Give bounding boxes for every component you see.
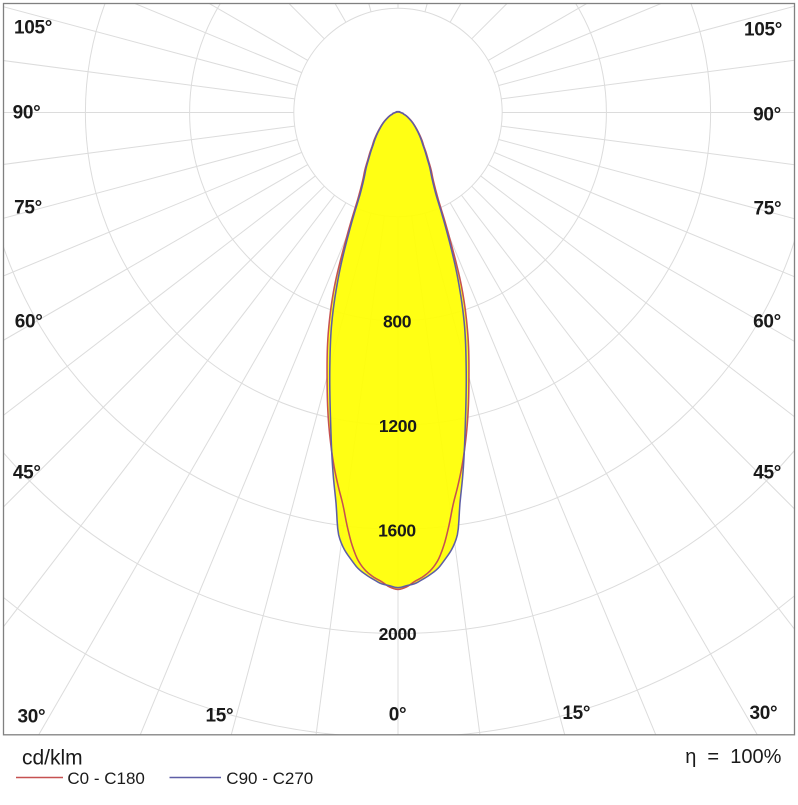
- svg-text:90°: 90°: [753, 105, 781, 126]
- svg-text:cd/klm: cd/klm: [22, 747, 83, 770]
- svg-text:75°: 75°: [753, 199, 781, 220]
- svg-text:30°: 30°: [17, 706, 45, 727]
- svg-text:15°: 15°: [205, 706, 233, 727]
- svg-text:1200: 1200: [379, 416, 417, 436]
- svg-text:30°: 30°: [749, 703, 777, 724]
- svg-text:75°: 75°: [14, 198, 42, 219]
- svg-text:800: 800: [383, 312, 412, 332]
- svg-text:45°: 45°: [753, 463, 781, 484]
- svg-text:C90 - C270: C90 - C270: [226, 769, 313, 788]
- svg-text:60°: 60°: [15, 312, 43, 333]
- svg-text:C0 - C180: C0 - C180: [67, 769, 144, 788]
- svg-text:60°: 60°: [753, 312, 781, 333]
- svg-text:15°: 15°: [562, 703, 590, 724]
- svg-text:45°: 45°: [13, 462, 41, 483]
- svg-text:0°: 0°: [389, 705, 407, 726]
- svg-text:105°: 105°: [744, 20, 782, 41]
- svg-text:90°: 90°: [13, 103, 41, 124]
- svg-text:2000: 2000: [379, 624, 417, 644]
- svg-text:η = 100%: η = 100%: [685, 746, 781, 768]
- svg-text:1600: 1600: [378, 521, 416, 541]
- svg-text:105°: 105°: [14, 18, 52, 39]
